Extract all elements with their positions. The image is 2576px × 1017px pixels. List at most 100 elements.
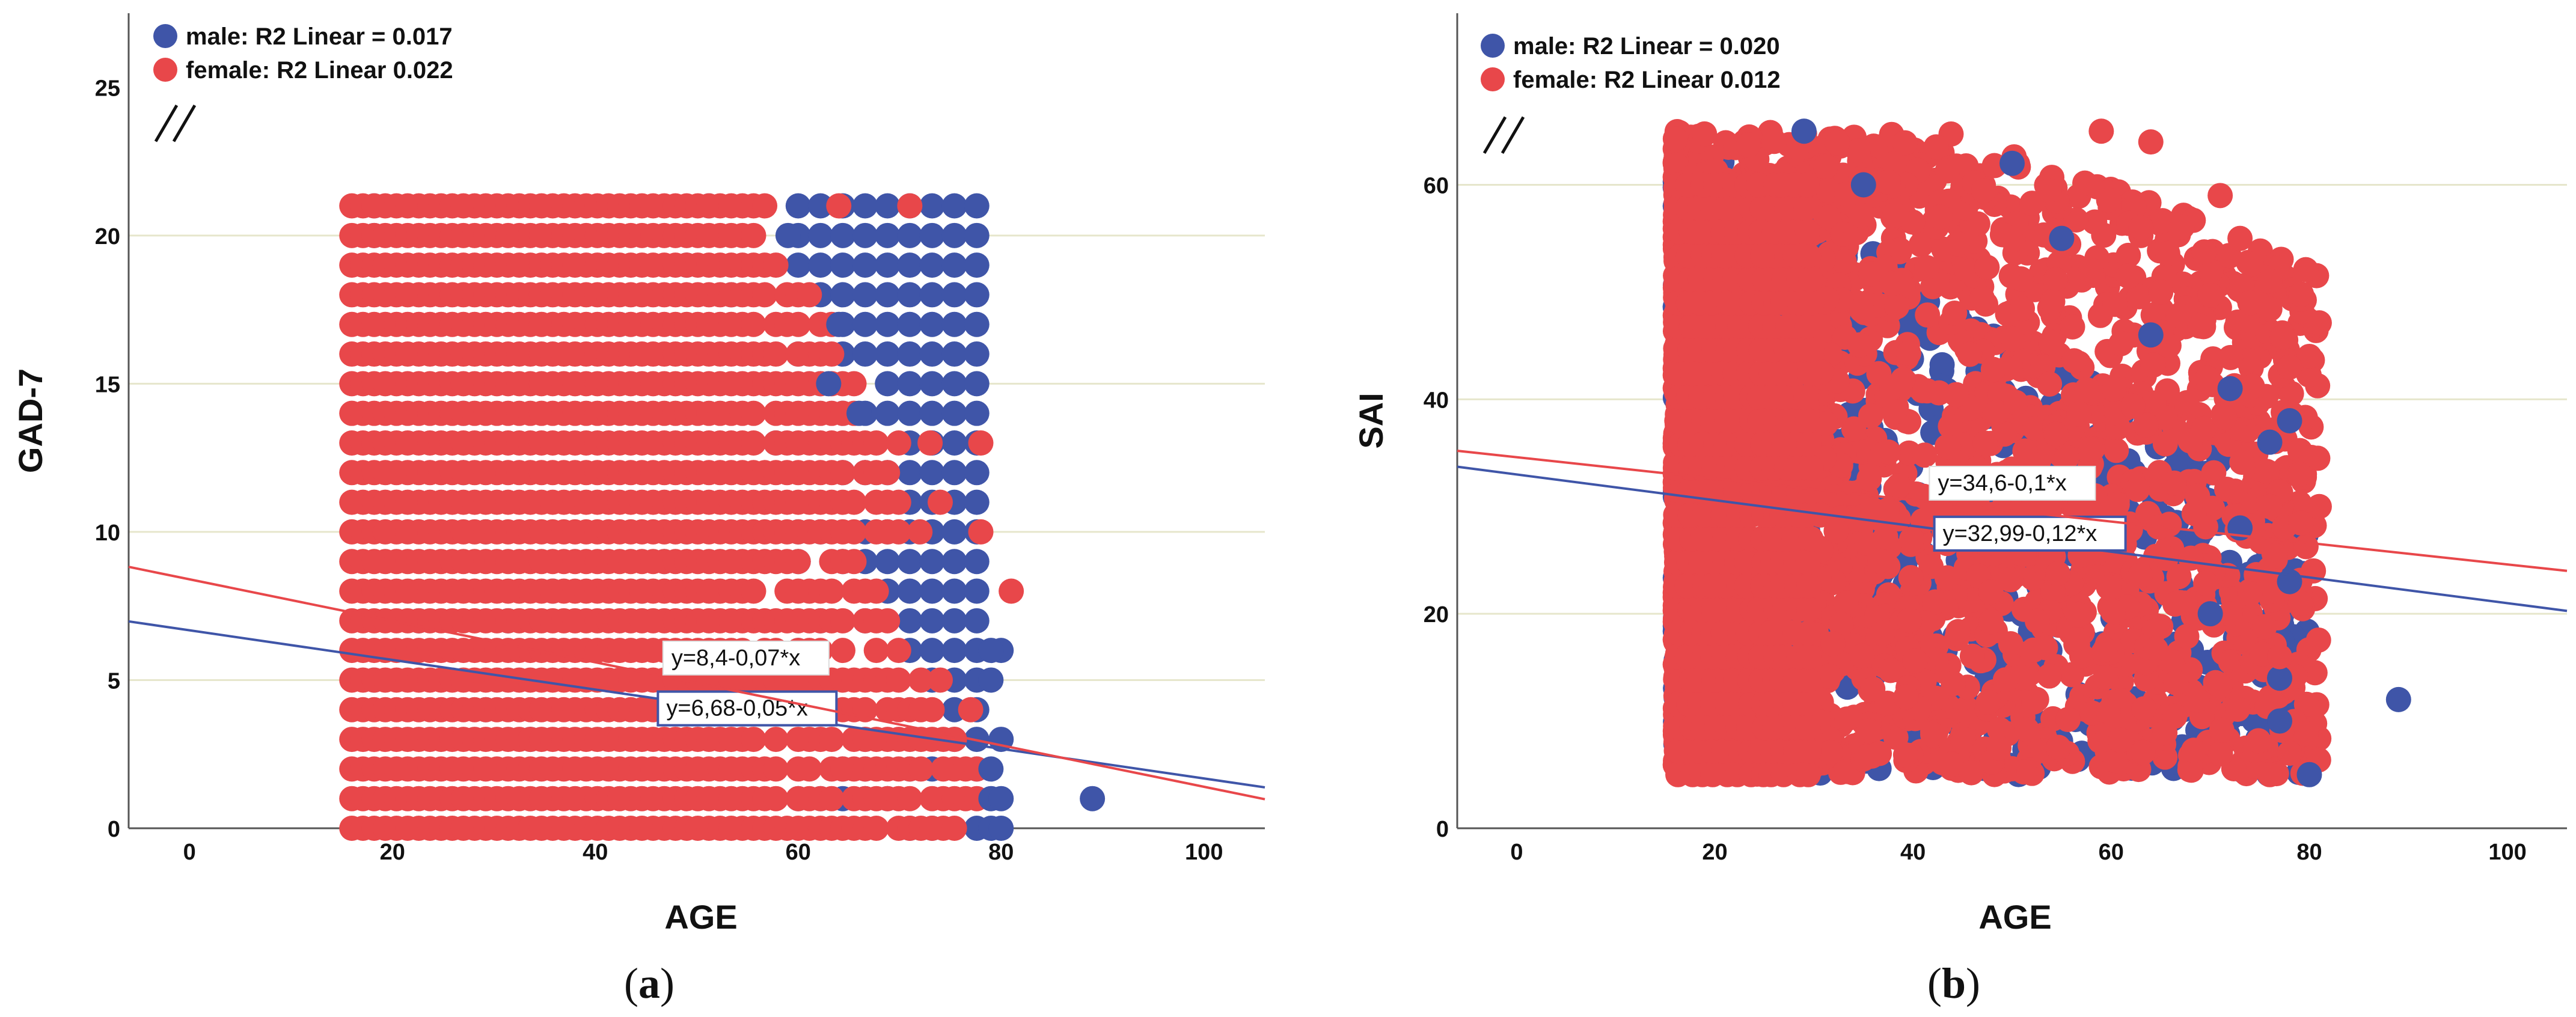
panel-a-female-point (886, 489, 911, 515)
panel-b-female-point (2092, 637, 2118, 663)
panel-b-female-point (1867, 548, 1893, 573)
panel-a-male-point (941, 430, 967, 456)
panel-b-female-point (1820, 631, 1846, 656)
panel-a-female-fit-line (128, 566, 1265, 801)
panel-b-female-point (1877, 658, 1903, 683)
panel-b-female-point (1879, 270, 1905, 296)
panel-b-female-point (2012, 759, 2037, 785)
panel-a-male-point (964, 311, 990, 337)
panel-b-female-point (2036, 663, 2062, 689)
panel-b-female-point (2025, 608, 2051, 634)
panel-b-female-point (2155, 240, 2180, 266)
panel-b-female-point (1813, 153, 1838, 179)
panel-b-female-point (1920, 722, 1945, 748)
panel-b-female-point (1974, 254, 2000, 280)
panel-b-female-point (2212, 405, 2238, 430)
panel-b-female-point (1761, 129, 1787, 154)
panel-a-male-point (941, 460, 967, 486)
panel-a-male-point (775, 222, 801, 248)
panel-b-female-point (1936, 435, 1962, 460)
panel-b-female-point (2184, 687, 2210, 713)
panel-b-female-point (1978, 579, 2004, 605)
panel-a-female-point (919, 697, 945, 722)
panel-a-male-point (919, 460, 945, 486)
panel-a-male-point (875, 371, 901, 397)
panel-a-female-point (886, 638, 911, 664)
panel-a-legend-male-marker (153, 24, 177, 48)
panel-a-male-point (846, 400, 872, 426)
panel-a-female-point (797, 282, 822, 308)
panel-b-female-point (2293, 534, 2319, 560)
panel-a-male-point (964, 193, 990, 219)
panel-a-male-point (852, 252, 878, 278)
panel-b-female-point (2074, 377, 2100, 403)
panel-b-female-point (2163, 670, 2189, 696)
panel-b-female-point (2102, 377, 2128, 403)
panel-b-female-point (1941, 671, 1966, 697)
panel-b-female-point (1980, 356, 2006, 382)
panel-b-female-point (1978, 609, 2004, 635)
panel-b-female-point (1884, 293, 1910, 319)
panel-b-female-point (2239, 373, 2265, 399)
panel-b-female-point (2033, 635, 2058, 661)
panel-b-female-point (2014, 716, 2040, 742)
panel-b-female-point (1898, 564, 1924, 590)
panel-b-female-point (1972, 430, 1998, 456)
panel-a-male-point (852, 193, 878, 219)
panel-a-female-point (886, 519, 911, 545)
panel-a-male-point (826, 311, 852, 337)
panel-a-male-point (919, 282, 945, 308)
panel-b-female-point (1817, 739, 1843, 765)
panel-b-female-point (1915, 302, 1941, 328)
panel-a-female-point (826, 193, 852, 219)
panel-a-female-point (830, 460, 855, 486)
panel-b-female-point (1736, 132, 1761, 158)
panel-b-female-point (2045, 561, 2071, 587)
panel-a-female-point (841, 371, 867, 397)
panel-b-female-point (1856, 466, 1882, 492)
panel-b-female-point (2103, 748, 2129, 774)
panel-b-female-point (1986, 735, 2012, 761)
panel-a-female-point (819, 578, 845, 604)
panel-b-female-point (1942, 301, 1968, 326)
panel-a-male-point (964, 489, 990, 515)
panel-b-female-point (1959, 643, 1985, 669)
panel-b-female-point (2012, 438, 2038, 464)
panel-b-axis-break-mark-1 (1482, 116, 1507, 154)
panel-b-female-point (1969, 286, 1995, 311)
panel-a-female-point (863, 430, 889, 456)
panel-b-female-point (2096, 698, 2122, 724)
panel-a-male-point (964, 371, 990, 397)
panel-a-y-tick-label-5: 5 (108, 668, 120, 694)
panel-b-female-point (1828, 612, 1854, 638)
panel-a-male-point (830, 282, 855, 308)
panel-a-male-point (852, 222, 878, 248)
panel-b-female-point (2305, 627, 2331, 653)
panel-b-female-point (1908, 232, 1934, 258)
panel-a-y-tick-label-10: 10 (95, 521, 120, 546)
panel-a-male-point (919, 252, 945, 278)
panel-b-female-point (2238, 251, 2264, 277)
panel-b-female-point (2103, 438, 2129, 463)
panel-b-x-tick-label-0: 0 (1510, 840, 1523, 865)
panel-b-female-point (1945, 618, 1971, 644)
panel-b-female-point (1935, 158, 1960, 184)
panel-b-female-point (2217, 601, 2243, 627)
panel-b-female-point (2072, 170, 2098, 196)
panel-a-male-point (919, 549, 945, 575)
panel-a-male-point (897, 578, 923, 604)
panel-a-male-point (875, 222, 901, 248)
panel-b-female-point (2037, 371, 2063, 397)
panel-a-male-point (964, 400, 990, 426)
panel-b-x-tick-label-40: 40 (1900, 840, 1926, 865)
panel-b-female-point (2195, 365, 2221, 391)
panel-b-female-point (1831, 249, 1857, 275)
panel-a-female-point (752, 282, 778, 308)
panel-a-legend-female-label: female: R2 Linear 0.022 (186, 57, 453, 84)
panel-b-female-point (2126, 284, 2152, 310)
panel-b-female-point (1923, 134, 1949, 160)
panel-b-female-point (1856, 718, 1882, 744)
panel-b-female-point (1944, 382, 1969, 408)
panel-a-male-point (919, 193, 945, 219)
